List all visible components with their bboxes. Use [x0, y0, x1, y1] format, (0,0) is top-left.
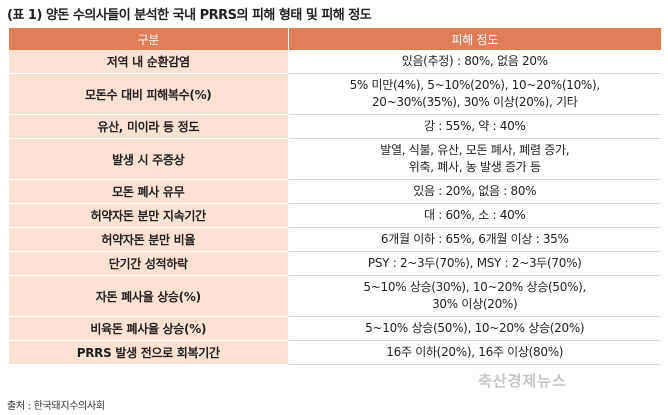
header-damage-level: 피해 정도: [288, 28, 661, 50]
table-row: 모돈수 대비 피해복수(%) 5% 미만(4%), 5~10%(20%), 10~…: [9, 73, 661, 115]
table-header-row: 구분 피해 정도: [9, 28, 661, 50]
table-row: 단기간 성적하락 PSY : 2~3두(70%), MSY : 2~3두(70%): [9, 251, 661, 276]
value-line: 16주 이하(20%), 16주 이상(80%): [386, 345, 564, 359]
table-row: 허약자돈 분만 지속기간 대 : 60%, 소 : 40%: [9, 203, 661, 228]
table-row: PRRS 발생 전으로 회복기간 16주 이하(20%), 16주 이상(80%): [9, 340, 661, 365]
row-value: 대 : 60%, 소 : 40%: [288, 203, 661, 228]
value-line: 위축, 폐사, 농 발생 증가 등: [408, 160, 541, 174]
value-line: 6개월 이하 : 65%, 6개월 이상 : 35%: [380, 232, 569, 246]
row-value: 16주 이하(20%), 16주 이상(80%): [288, 340, 661, 365]
row-label: 유산, 미이라 등 정도: [9, 114, 289, 139]
row-value: 6개월 이하 : 65%, 6개월 이상 : 35%: [288, 227, 661, 252]
prrs-damage-table: 구분 피해 정도 저역 내 순환감염 있음(추정) : 80%, 없음 20% 모돈…: [9, 28, 661, 365]
table-row: 자돈 폐사율 상승(%) 5~10% 상승(30%), 10~20% 상승(50%…: [9, 275, 661, 317]
row-label: 허약자돈 분만 지속기간: [9, 203, 289, 228]
table-row: 모돈 폐사 유무 있음 : 20%, 없음 : 80%: [9, 179, 661, 204]
row-label: 발생 시 주증상: [9, 138, 289, 180]
value-line: 발열, 식불, 유산, 모돈 폐사, 폐렴 증가,: [380, 143, 570, 157]
value-line: 20~30%(35%), 30% 이상(20%), 기타: [371, 95, 578, 109]
value-line: 강 : 55%, 약 : 40%: [423, 119, 526, 133]
row-label: 허약자돈 분만 비율: [9, 227, 289, 252]
table-row: 발생 시 주증상 발열, 식불, 유산, 모돈 폐사, 폐렴 증가, 위축, 폐사,…: [9, 138, 661, 180]
table-row: 비육돈 폐사율 상승(%) 5~10% 상승(50%), 10~20% 상승(20…: [9, 316, 661, 341]
header-category: 구분: [9, 28, 289, 50]
value-line: 5~10% 상승(50%), 10~20% 상승(20%): [365, 321, 585, 335]
value-line: 있음 : 20%, 없음 : 80%: [413, 184, 537, 198]
row-label: 자돈 폐사율 상승(%): [9, 275, 289, 317]
table-row: 유산, 미이라 등 정도 강 : 55%, 약 : 40%: [9, 114, 661, 139]
value-line: 5~10% 상승(30%), 10~20% 상승(50%),: [363, 280, 587, 294]
row-value: 있음(추정) : 80%, 없음 20%: [288, 50, 661, 74]
value-line: 대 : 60%, 소 : 40%: [423, 208, 526, 222]
row-value: 5~10% 상승(30%), 10~20% 상승(50%), 30% 이상(20%…: [288, 275, 661, 317]
table-caption: (표 1) 양돈 수의사들이 분석한 국내 PRRS의 피해 형태 및 피해 정…: [7, 8, 372, 23]
row-label: 저역 내 순환감염: [9, 50, 289, 74]
row-value: PSY : 2~3두(70%), MSY : 2~3두(70%): [288, 251, 661, 276]
source-note: 출처 : 한국돼지수의사회: [7, 401, 105, 412]
table-row: 허약자돈 분만 비율 6개월 이하 : 65%, 6개월 이상 : 35%: [9, 227, 661, 252]
value-line: 있음(추정) : 80%, 없음 20%: [401, 54, 548, 68]
value-line: 30% 이상(20%): [432, 297, 518, 311]
watermark: 축산경제뉴스: [478, 372, 567, 390]
row-label: PRRS 발생 전으로 회복기간: [9, 340, 289, 365]
row-label: 모돈 폐사 유무: [9, 179, 289, 204]
value-line: 5% 미만(4%), 5~10%(20%), 10~20%(10%),: [349, 78, 601, 92]
row-label: 단기간 성적하락: [9, 251, 289, 276]
row-label: 비육돈 폐사율 상승(%): [9, 316, 289, 341]
row-value: 있음 : 20%, 없음 : 80%: [288, 179, 661, 204]
row-label: 모돈수 대비 피해복수(%): [9, 73, 289, 115]
row-value: 강 : 55%, 약 : 40%: [288, 114, 661, 139]
row-value: 5% 미만(4%), 5~10%(20%), 10~20%(10%), 20~30…: [288, 73, 661, 115]
row-value: 5~10% 상승(50%), 10~20% 상승(20%): [288, 316, 661, 341]
row-value: 발열, 식불, 유산, 모돈 폐사, 폐렴 증가, 위축, 폐사, 농 발생 증가…: [288, 138, 661, 180]
table-row: 저역 내 순환감염 있음(추정) : 80%, 없음 20%: [9, 50, 661, 74]
value-line: PSY : 2~3두(70%), MSY : 2~3두(70%): [367, 256, 582, 270]
